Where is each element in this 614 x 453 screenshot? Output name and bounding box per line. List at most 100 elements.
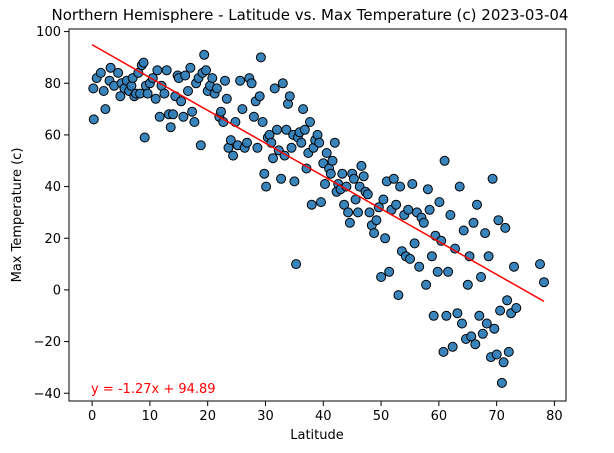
y-tick-label: −20 <box>34 335 61 350</box>
data-point <box>487 173 498 184</box>
data-point <box>407 179 418 189</box>
data-point <box>281 124 292 135</box>
data-point <box>242 137 252 148</box>
data-point <box>376 272 387 282</box>
data-point <box>472 199 482 210</box>
data-point <box>405 253 415 264</box>
data-point <box>276 173 287 184</box>
data-point <box>422 184 433 195</box>
data-point <box>426 251 437 262</box>
data-point <box>105 62 116 73</box>
data-point <box>491 349 502 360</box>
data-point <box>468 217 479 228</box>
x-tick-label: 10 <box>142 409 159 424</box>
x-tick-label: 20 <box>199 409 216 424</box>
data-point <box>493 215 504 226</box>
data-point <box>257 117 268 127</box>
data-point <box>316 197 326 208</box>
data-point <box>180 70 191 81</box>
data-point <box>339 199 350 210</box>
data-point <box>286 142 297 153</box>
regression-equation: y = -1.27x + 94.89 <box>91 382 216 397</box>
data-point <box>284 91 295 102</box>
data-point <box>235 75 246 86</box>
data-point <box>424 204 435 215</box>
data-point <box>476 272 486 282</box>
data-point <box>299 124 310 135</box>
data-point <box>248 111 259 122</box>
data-point <box>139 132 150 143</box>
data-point <box>348 173 359 184</box>
data-point <box>393 290 404 301</box>
x-tick-label: 40 <box>315 409 332 424</box>
data-point <box>380 233 391 244</box>
data-point <box>161 65 172 76</box>
data-point <box>305 117 315 127</box>
data-point <box>225 135 236 146</box>
data-point <box>327 155 338 166</box>
data-point <box>159 88 170 99</box>
data-point <box>447 341 458 352</box>
data-point <box>95 67 106 78</box>
data-point <box>325 168 336 179</box>
data-point <box>189 117 200 127</box>
data-point <box>165 122 176 133</box>
data-point <box>154 111 165 122</box>
data-point <box>369 228 380 239</box>
data-point <box>457 318 467 329</box>
data-point <box>88 83 99 94</box>
data-point <box>88 114 99 125</box>
data-point <box>268 153 278 164</box>
data-point <box>176 96 187 107</box>
data-point <box>498 357 509 368</box>
data-point <box>489 323 500 334</box>
data-point <box>441 310 452 321</box>
data-point <box>356 160 367 171</box>
data-point <box>138 57 149 68</box>
data-point <box>462 279 473 290</box>
data-point <box>314 137 325 148</box>
y-tick-label: 80 <box>44 77 61 92</box>
y-axis: −40 −20 0 20 40 60 80 100 <box>34 25 69 402</box>
x-tick-label: 50 <box>373 409 390 424</box>
x-tick-label: 80 <box>546 409 563 424</box>
data-point <box>502 295 513 306</box>
data-point <box>535 259 545 270</box>
data-point <box>391 199 402 210</box>
data-point <box>168 109 178 120</box>
data-point <box>228 150 239 161</box>
data-point <box>378 194 389 205</box>
data-point <box>495 305 506 316</box>
data-point <box>500 222 511 233</box>
data-point <box>113 67 124 78</box>
data-point <box>509 261 519 272</box>
data-point <box>115 91 126 102</box>
data-point <box>481 318 492 329</box>
data-point <box>201 65 211 76</box>
data-point <box>353 207 363 218</box>
data-point <box>480 228 491 239</box>
data-point <box>277 78 288 89</box>
y-axis-title: Max Temperature (c) <box>10 148 25 283</box>
plot-area <box>88 44 549 388</box>
y-tick-label: 0 <box>53 283 61 298</box>
data-point <box>343 207 354 218</box>
data-point <box>414 261 425 272</box>
data-point <box>364 207 375 218</box>
data-point <box>445 210 456 220</box>
chart-title: Northern Hemisphere - Latitude vs. Max T… <box>52 6 569 24</box>
x-axis: 0 10 20 30 40 50 60 70 80 <box>88 401 563 424</box>
data-point <box>320 179 330 189</box>
data-point <box>237 104 248 115</box>
data-point <box>221 93 232 104</box>
data-point <box>428 310 439 321</box>
data-point <box>329 137 340 148</box>
data-point <box>496 377 507 388</box>
data-point <box>216 106 226 117</box>
data-point <box>321 148 332 158</box>
data-point <box>432 266 443 277</box>
data-point <box>98 86 109 96</box>
data-point <box>272 124 282 135</box>
data-point <box>466 331 477 342</box>
